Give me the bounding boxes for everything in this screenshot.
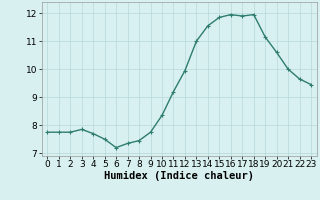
X-axis label: Humidex (Indice chaleur): Humidex (Indice chaleur) <box>104 171 254 181</box>
